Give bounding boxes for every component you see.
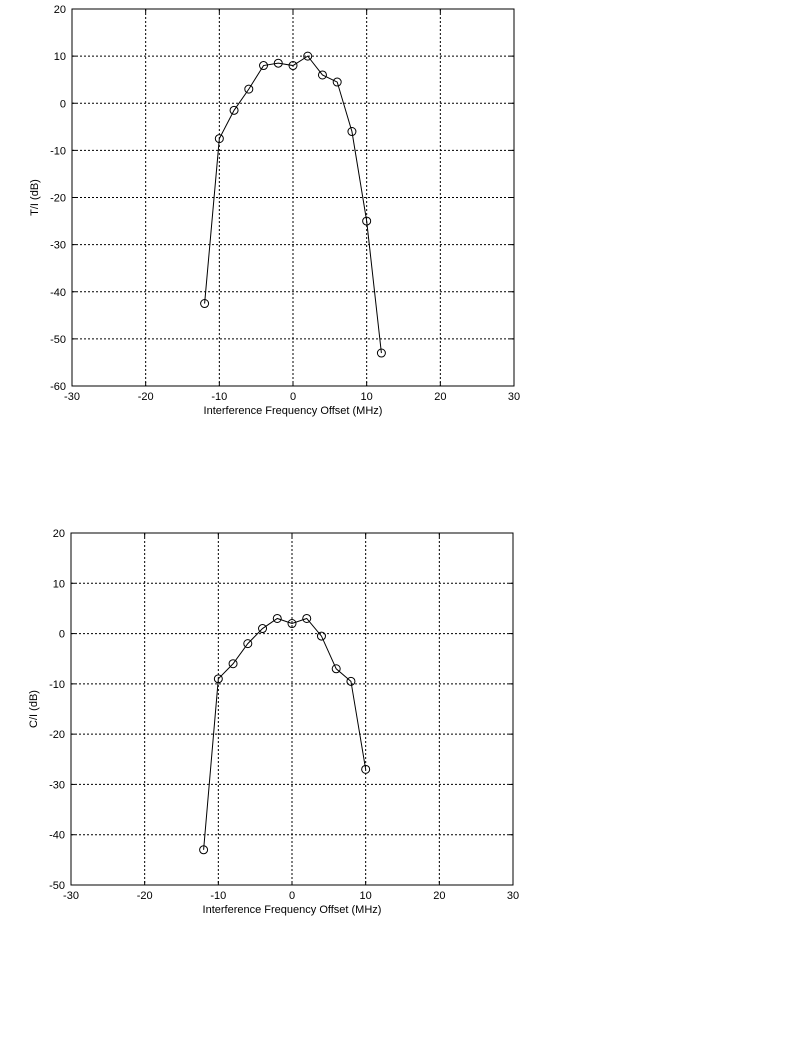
x-tick-label: -30 <box>64 391 80 403</box>
y-tick-label: -30 <box>50 240 66 252</box>
y-tick-label: -40 <box>49 830 65 842</box>
x-tick-label: 20 <box>433 890 445 902</box>
y-axis-label: T/I (dB) <box>29 179 41 216</box>
y-tick-label: -60 <box>50 381 66 393</box>
y-tick-label: 20 <box>53 528 65 540</box>
data-point <box>272 613 282 623</box>
data-point <box>362 216 372 226</box>
x-tick-label: 10 <box>360 890 372 902</box>
data-point <box>331 664 341 674</box>
y-tick-label: -10 <box>50 145 66 157</box>
x-tick-label: 30 <box>508 391 520 403</box>
data-point <box>213 674 223 684</box>
x-axis-label: Interference Frequency Offset (MHz) <box>204 405 383 417</box>
y-tick-label: -20 <box>49 729 65 741</box>
y-tick-label: -50 <box>49 880 65 892</box>
x-tick-label: -30 <box>63 890 79 902</box>
y-tick-label: -30 <box>49 779 65 791</box>
data-point <box>361 764 371 774</box>
y-tick-label: 0 <box>60 98 66 110</box>
data-point <box>229 105 239 115</box>
y-tick-label: -10 <box>49 679 65 691</box>
x-tick-label: -10 <box>211 391 227 403</box>
y-tick-label: -50 <box>50 334 66 346</box>
y-tick-label: 10 <box>54 51 66 63</box>
x-tick-label: 30 <box>507 890 519 902</box>
x-tick-label: 0 <box>289 890 295 902</box>
data-point <box>303 51 313 61</box>
data-point <box>214 134 224 144</box>
chart-t-over-i: -30 -20 -10 0 10 20 30 20 10 0 -10 -20 -30 -40 -50 -60 I… <box>29 4 520 417</box>
data-point <box>287 619 297 629</box>
data-point <box>346 676 356 686</box>
x-tick-label: 10 <box>361 391 373 403</box>
y-tick-label: -20 <box>50 193 66 205</box>
y-tick-label: 20 <box>54 4 66 16</box>
chart-c-over-i: -30 -20 -10 0 10 20 30 20 10 0 -10 -20 -30 -40 -50 Inte… <box>28 528 519 916</box>
x-tick-label: -20 <box>138 391 154 403</box>
data-point <box>199 845 209 855</box>
data-point <box>259 61 269 71</box>
data-point <box>332 77 342 87</box>
data-point <box>228 659 238 669</box>
data-point <box>347 127 357 137</box>
data-point <box>273 58 283 68</box>
data-point <box>200 299 210 309</box>
data-point <box>376 348 386 358</box>
y-tick-label: 10 <box>53 578 65 590</box>
y-tick-label: -40 <box>50 287 66 299</box>
data-point <box>288 61 298 71</box>
y-tick-label: 0 <box>59 629 65 641</box>
series-line <box>204 55 382 354</box>
x-tick-label: -10 <box>210 890 226 902</box>
data-point <box>243 639 253 649</box>
data-point <box>317 70 327 80</box>
data-point <box>316 631 326 641</box>
y-axis-label: C/I (dB) <box>28 690 40 728</box>
x-tick-label: -20 <box>137 890 153 902</box>
x-tick-label: 20 <box>434 391 446 403</box>
data-point <box>244 84 254 94</box>
series-line <box>203 617 367 850</box>
x-axis-label: Interference Frequency Offset (MHz) <box>203 904 382 916</box>
data-point <box>302 613 312 623</box>
x-tick-label: 0 <box>290 391 296 403</box>
data-point <box>258 624 268 634</box>
